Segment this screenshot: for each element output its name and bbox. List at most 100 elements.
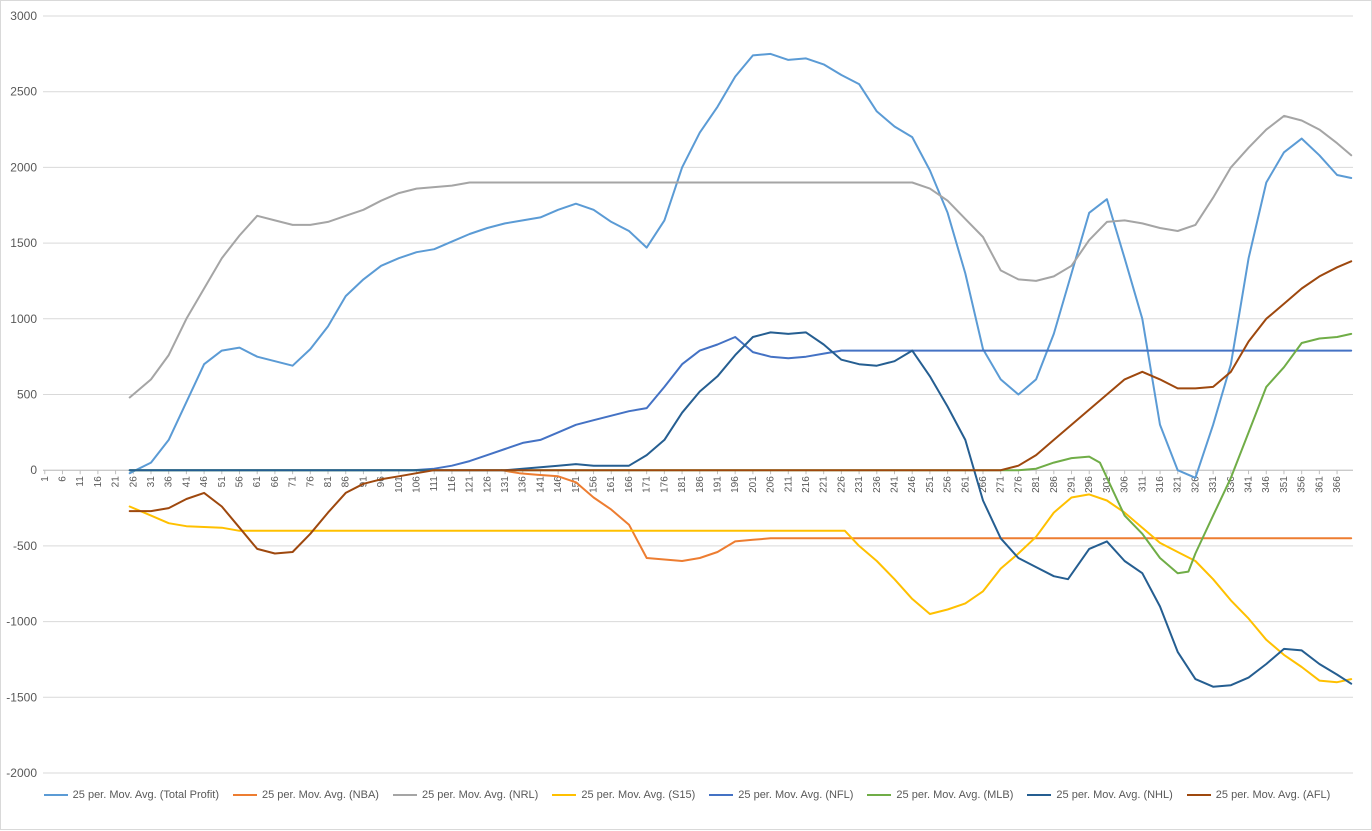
x-tick-label: 151 bbox=[571, 476, 582, 493]
x-tick-label: 331 bbox=[1208, 476, 1219, 493]
x-tick-label: 101 bbox=[394, 476, 405, 493]
x-tick-label: 241 bbox=[890, 476, 901, 493]
x-tick-label: 211 bbox=[783, 476, 794, 492]
x-tick-label: 281 bbox=[1031, 476, 1042, 493]
legend-item: 25 per. Mov. Avg. (NRL) bbox=[392, 789, 539, 801]
y-tick-label: -2000 bbox=[6, 766, 37, 780]
x-tick-label: 336 bbox=[1226, 476, 1237, 493]
y-tick-label: -1000 bbox=[6, 615, 37, 629]
x-tick-label: 31 bbox=[146, 476, 157, 488]
x-tick-label: 191 bbox=[712, 476, 723, 493]
x-tick-label: 266 bbox=[978, 476, 989, 493]
x-tick-label: 301 bbox=[1102, 476, 1113, 493]
x-tick-label: 26 bbox=[128, 476, 139, 488]
x-tick-label: 106 bbox=[412, 476, 423, 493]
series-line-5 bbox=[128, 332, 1353, 575]
x-tick-label: 276 bbox=[1013, 476, 1024, 493]
legend-swatch bbox=[1027, 794, 1052, 796]
x-tick-label: 326 bbox=[1190, 476, 1201, 493]
x-tick-label: 231 bbox=[854, 476, 865, 493]
x-tick-label: 176 bbox=[659, 476, 670, 493]
series-line-0 bbox=[128, 52, 1353, 479]
x-tick-label: 161 bbox=[606, 476, 617, 493]
y-tick-label: 0 bbox=[30, 463, 37, 477]
legend-label: 25 per. Mov. Avg. (MLB) bbox=[896, 789, 1014, 801]
x-tick-label: 46 bbox=[199, 476, 210, 488]
x-tick-label: 226 bbox=[836, 476, 847, 493]
x-tick-label: 136 bbox=[518, 476, 529, 493]
x-tick-label: 6 bbox=[57, 476, 68, 482]
x-tick-label: 146 bbox=[553, 476, 564, 493]
legend-swatch bbox=[232, 794, 257, 796]
x-tick-label: 261 bbox=[960, 476, 971, 493]
x-tick-label: 346 bbox=[1261, 476, 1272, 493]
legend-swatch bbox=[709, 794, 734, 796]
series-line-1 bbox=[500, 469, 1353, 562]
series-line-4 bbox=[128, 336, 1353, 472]
x-tick-label: 316 bbox=[1155, 476, 1166, 493]
x-tick-label: 81 bbox=[323, 476, 334, 488]
legend-item: 25 per. Mov. Avg. (MLB) bbox=[867, 789, 1013, 801]
x-tick-label: 201 bbox=[748, 476, 759, 493]
x-tick-label: 71 bbox=[288, 476, 299, 488]
legend-item: 25 per. Mov. Avg. (AFL) bbox=[1186, 789, 1331, 801]
x-tick-label: 111 bbox=[429, 476, 440, 492]
x-tick-label: 296 bbox=[1084, 476, 1095, 493]
x-tick-label: 251 bbox=[925, 476, 936, 493]
y-tick-label: 500 bbox=[17, 388, 37, 402]
y-tick-label: -1500 bbox=[6, 690, 37, 704]
x-tick-label: 116 bbox=[447, 476, 458, 492]
x-tick-label: 156 bbox=[589, 476, 600, 493]
series-line-6 bbox=[128, 331, 1353, 688]
x-tick-label: 341 bbox=[1244, 476, 1255, 493]
x-tick-label: 1 bbox=[40, 476, 51, 482]
x-tick-label: 16 bbox=[93, 476, 104, 488]
x-tick-label: 291 bbox=[1067, 476, 1078, 493]
x-tick-label: 76 bbox=[305, 476, 316, 488]
x-tick-label: 66 bbox=[270, 476, 281, 488]
legend-swatch bbox=[552, 794, 577, 796]
y-tick-label: 2500 bbox=[10, 85, 37, 99]
legend-label: 25 per. Mov. Avg. (AFL) bbox=[1215, 789, 1331, 801]
x-tick-label: 166 bbox=[624, 476, 635, 493]
x-tick-label: 186 bbox=[695, 476, 706, 493]
legend-swatch bbox=[392, 794, 417, 796]
x-tick-label: 41 bbox=[181, 476, 192, 488]
x-tick-label: 236 bbox=[872, 476, 883, 493]
y-tick-label: 3000 bbox=[10, 9, 37, 23]
x-tick-label: 36 bbox=[164, 476, 175, 488]
x-tick-label: 321 bbox=[1173, 476, 1184, 493]
x-tick-label: 11 bbox=[75, 476, 86, 487]
legend-label: 25 per. Mov. Avg. (Total Profit) bbox=[72, 789, 219, 801]
x-tick-label: 361 bbox=[1314, 476, 1325, 493]
x-tick-label: 221 bbox=[819, 476, 830, 493]
x-tick-label: 356 bbox=[1297, 476, 1308, 493]
x-tick-label: 171 bbox=[642, 476, 653, 493]
x-tick-label: 286 bbox=[1049, 476, 1060, 493]
x-tick-label: 96 bbox=[376, 476, 387, 488]
legend-label: 25 per. Mov. Avg. (S15) bbox=[581, 789, 696, 801]
x-tick-label: 246 bbox=[907, 476, 918, 493]
legend-swatch bbox=[1186, 794, 1211, 796]
x-tick-label: 306 bbox=[1120, 476, 1131, 493]
x-tick-label: 21 bbox=[111, 476, 122, 488]
legend-swatch bbox=[43, 794, 68, 796]
x-tick-label: 56 bbox=[235, 476, 246, 488]
legend-item: 25 per. Mov. Avg. (S15) bbox=[552, 789, 695, 801]
series-line-2 bbox=[128, 114, 1353, 399]
series-line-3 bbox=[128, 493, 1353, 684]
x-tick-label: 181 bbox=[677, 476, 688, 493]
x-tick-label: 141 bbox=[535, 476, 546, 493]
series-line-7 bbox=[128, 260, 1353, 555]
x-tick-label: 206 bbox=[766, 476, 777, 493]
legend-item: 25 per. Mov. Avg. (NFL) bbox=[709, 789, 853, 801]
legend-item: 25 per. Mov. Avg. (NHL) bbox=[1027, 789, 1173, 801]
x-tick-label: 121 bbox=[465, 476, 476, 493]
legend-swatch bbox=[867, 794, 892, 796]
legend-label: 25 per. Mov. Avg. (NBA) bbox=[261, 789, 379, 801]
legend-item: 25 per. Mov. Avg. (Total Profit) bbox=[43, 789, 219, 801]
legend-label: 25 per. Mov. Avg. (NRL) bbox=[421, 789, 539, 801]
x-tick-label: 216 bbox=[801, 476, 812, 493]
